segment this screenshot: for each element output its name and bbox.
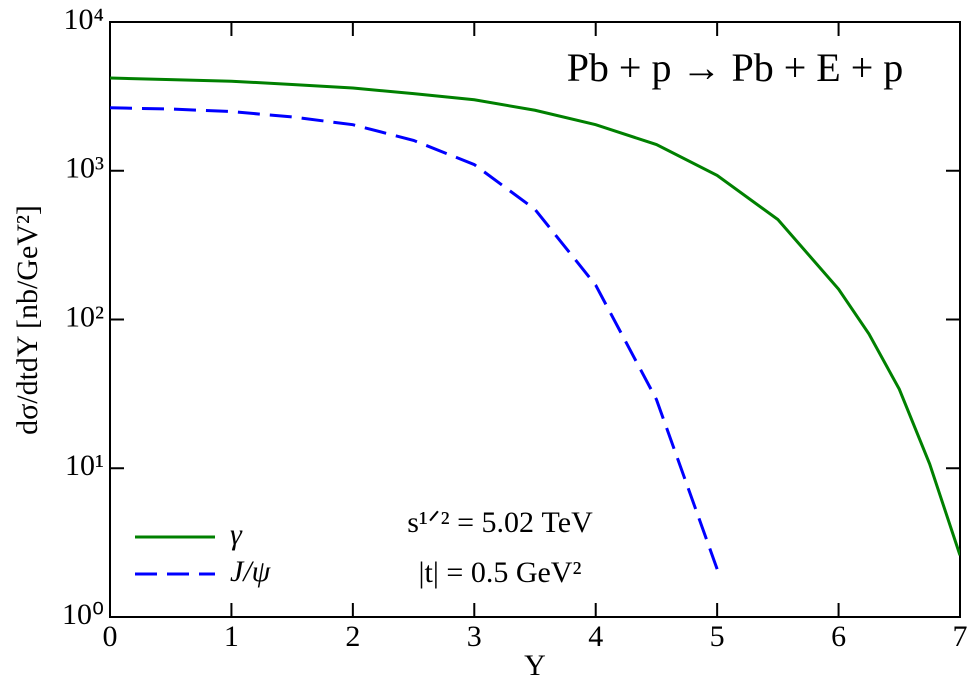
x-tick-label: 6 bbox=[831, 620, 846, 653]
data-line bbox=[110, 76, 960, 556]
x-tick-label: 4 bbox=[588, 620, 603, 653]
annotation: |t| = 0.5 GeV² bbox=[419, 556, 582, 589]
y-tick-label: 10⁰ bbox=[62, 598, 104, 631]
y-tick-label: 10⁴ bbox=[64, 3, 104, 36]
data-line bbox=[110, 106, 719, 570]
legend-label: J/ψ bbox=[230, 555, 272, 588]
chart-title: Pb + p → Pb + E + p bbox=[567, 45, 904, 90]
x-tick-label: 5 bbox=[710, 620, 725, 653]
legend-label: γ bbox=[230, 518, 243, 551]
x-tick-label: 3 bbox=[467, 620, 482, 653]
annotation: s¹ᐟ² = 5.02 TeV bbox=[407, 506, 593, 539]
y-axis-label: dσ/dtdY [nb/GeV²] bbox=[11, 205, 44, 435]
x-tick-label: 1 bbox=[224, 620, 239, 653]
x-tick-label: 2 bbox=[345, 620, 360, 653]
x-tick-label: 0 bbox=[103, 620, 118, 653]
x-axis-label: Y bbox=[524, 649, 546, 682]
y-tick-label: 10³ bbox=[65, 152, 104, 185]
y-tick-label: 10² bbox=[65, 300, 104, 333]
x-tick-label: 7 bbox=[953, 620, 968, 653]
y-tick-label: 10¹ bbox=[65, 449, 104, 482]
